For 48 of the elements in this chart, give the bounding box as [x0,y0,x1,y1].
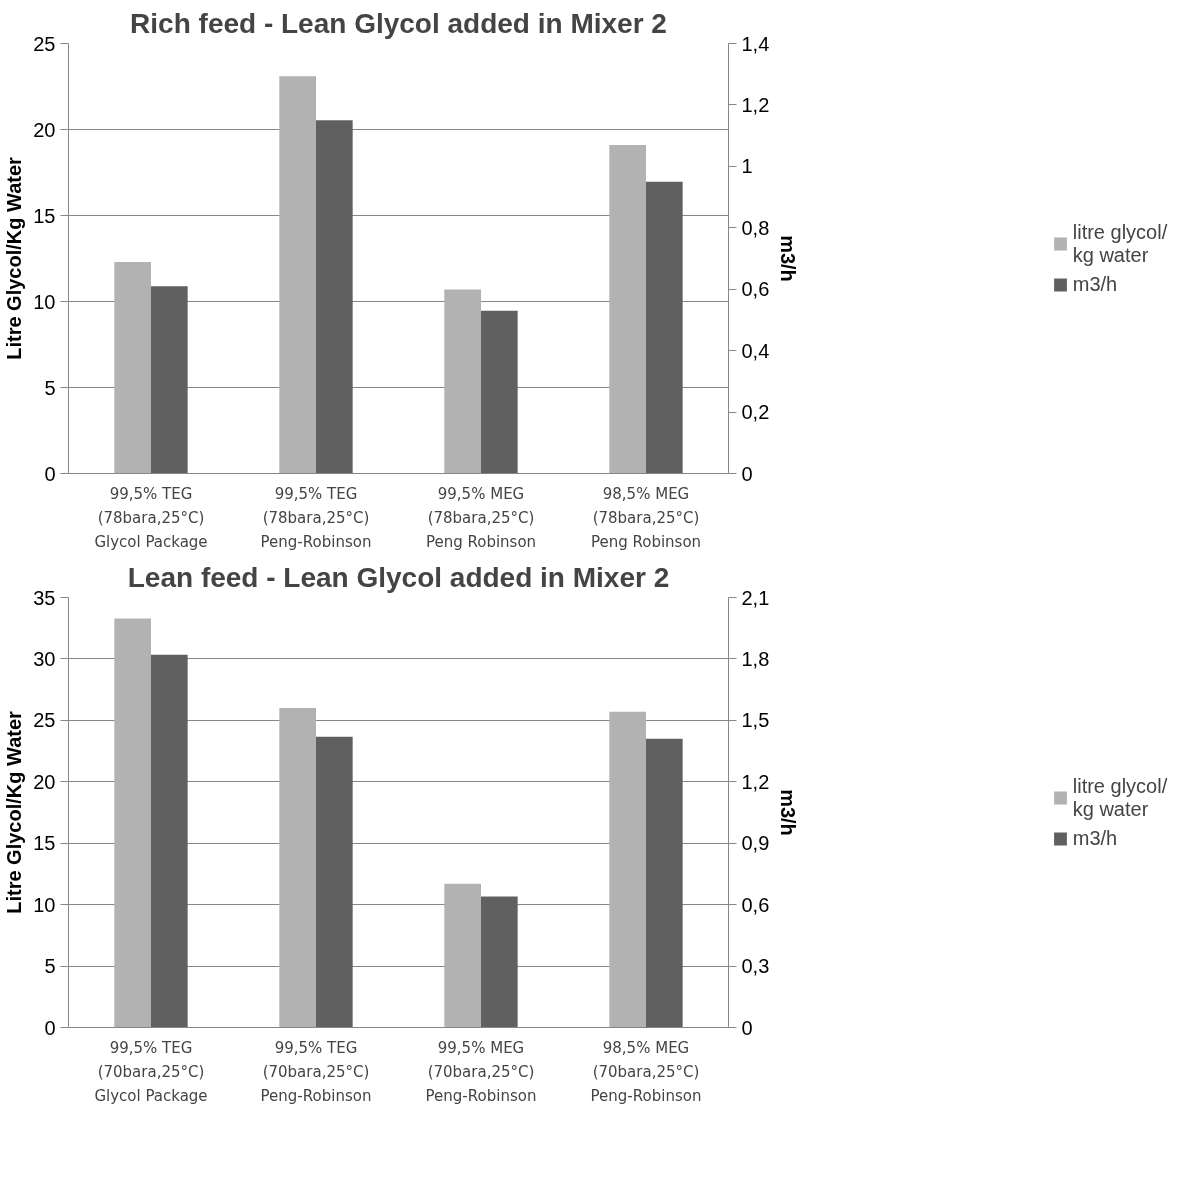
y2-axis-title: m3/h [777,789,800,836]
y2-tick-label: 0,9 [741,832,770,855]
y-tick-label: 20 [33,118,56,141]
x-tick-label: 98,5% MEG (78bara,25°C) Peng Robinson [590,484,702,552]
y-tick-label: 15 [33,832,56,855]
y-tick-label: 10 [33,893,56,916]
y-axis-title: Litre Glycol/Kg Water [3,710,26,914]
y-tick-label: 25 [33,32,56,55]
y-tick-label: 15 [33,204,56,227]
x-tick-label: 99,5% MEG (70bara,25°C) Peng-Robinson [425,1038,537,1106]
y2-tick-label: 0,4 [741,339,770,362]
chart-title: Rich feed - Lean Glycol added in Mixer 2 [130,7,667,39]
y2-tick-label: 0,6 [741,278,770,301]
y2-tick-label: 1,5 [741,709,770,732]
y2-tick-label: 1,8 [741,647,770,670]
y-axis-title: Litre Glycol/Kg Water [3,156,26,360]
y-tick-label: 35 [33,586,56,609]
x-tick-label: 99,5% MEG (78bara,25°C) Peng Robinson [425,484,537,552]
y2-tick-label: 0 [741,462,753,485]
y2-tick-label: 2,1 [741,586,770,609]
y-tick-label: 5 [44,955,56,978]
y2-tick-label: 0,3 [741,955,770,978]
y2-tick-label: 0,8 [741,216,770,239]
legend-label: litre glycol/ kg water [1072,220,1168,267]
y2-tick-label: 1,2 [741,770,770,793]
y2-axis-title: m3/h [777,235,800,282]
x-tick-label: 99,5% TEG (70bara,25°C) Peng-Robinson [260,1038,372,1106]
x-tick-label: 99,5% TEG (70bara,25°C) Glycol Package [94,1038,208,1106]
y2-tick-label: 1,4 [741,32,770,55]
y-tick-label: 10 [33,290,56,313]
y2-tick-label: 0,2 [741,401,770,424]
x-tick-label: 98,5% MEG (70bara,25°C) Peng-Robinson [590,1038,702,1106]
y-tick-label: 20 [33,770,56,793]
y2-tick-label: 1,2 [741,93,770,116]
y2-tick-label: 0 [741,1016,753,1039]
chart-title: Lean feed - Lean Glycol added in Mixer 2 [127,561,670,593]
x-tick-label: 99,5% TEG (78bara,25°C) Peng-Robinson [260,484,372,552]
y-tick-label: 0 [44,1016,56,1039]
legend-label: m3/h [1072,272,1118,296]
y-tick-label: 0 [44,462,56,485]
y2-tick-label: 1 [741,155,753,178]
y-tick-label: 30 [33,647,56,670]
y-tick-label: 5 [44,376,56,399]
legend-label: litre glycol/ kg water [1072,774,1168,821]
x-tick-label: 99,5% TEG (78bara,25°C) Glycol Package [94,484,208,552]
legend-label: m3/h [1072,826,1118,850]
y-tick-label: 25 [33,709,56,732]
y2-tick-label: 0,6 [741,893,770,916]
